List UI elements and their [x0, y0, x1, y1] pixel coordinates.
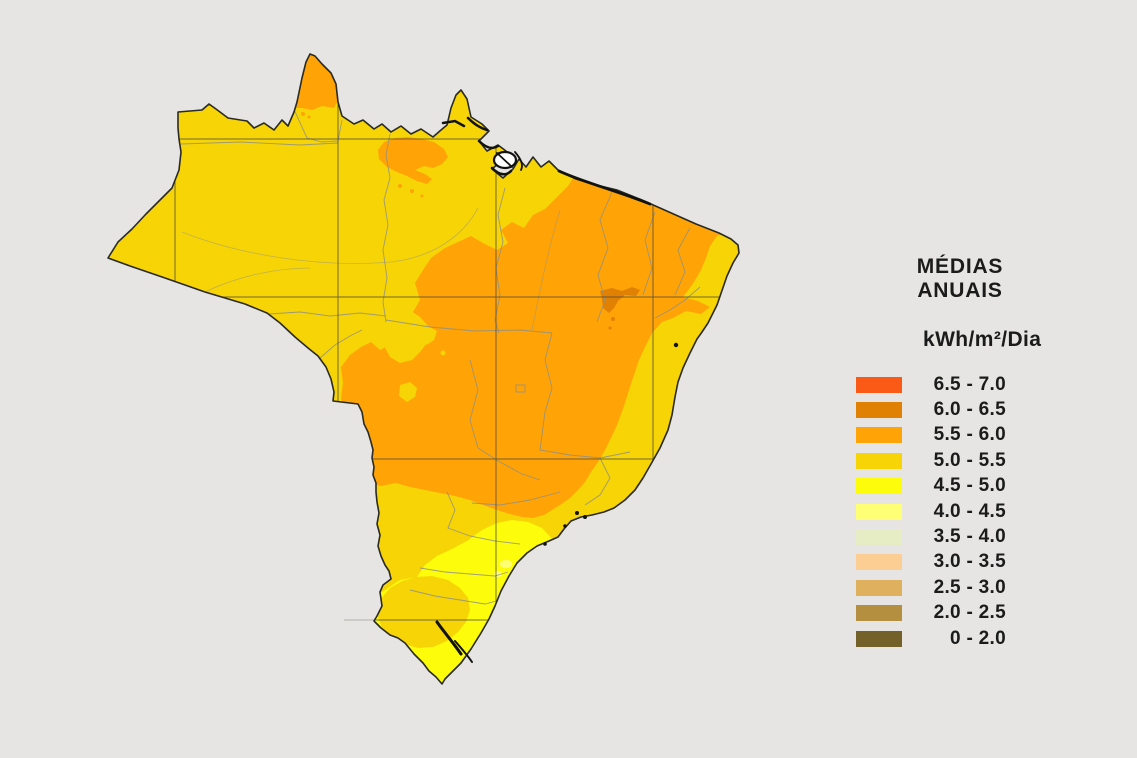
lagoa-dos-patos: [435, 620, 463, 656]
legend-row: 2.5 - 3.0: [856, 575, 1006, 600]
legend-list: 6.5 - 7.0 6.0 - 6.5 5.5 - 6.0 5.0 - 5.5 …: [856, 372, 1006, 651]
legend-row: 3.0 - 3.5: [856, 550, 1006, 575]
legend-row: 3.5 - 4.0: [856, 524, 1006, 549]
legend-range-label: 6.5 - 7.0: [933, 373, 1006, 395]
zone-sao-francisco-dot: [611, 317, 615, 321]
legend-row: 0 - 2.0: [856, 626, 1006, 651]
zone-roraima-5_5-6_0: [292, 54, 338, 110]
legend-color-swatch: [856, 478, 902, 495]
legend-range-label: 3.5 - 4.0: [933, 526, 1006, 548]
legend-range-label: 0 - 2.0: [950, 627, 1006, 649]
legend-row: 5.5 - 6.0: [856, 423, 1006, 448]
legend-row: 6.5 - 7.0: [856, 372, 1006, 397]
legend-color-swatch: [856, 630, 902, 647]
legend-range-label: 3.0 - 3.5: [933, 551, 1006, 573]
legend-row: 2.0 - 2.5: [856, 601, 1006, 626]
country-outline: [107, 53, 740, 685]
legend-range-label: 2.5 - 3.0: [933, 576, 1006, 598]
legend-color-swatch: [856, 554, 902, 571]
salvador-bay-dot: [673, 342, 679, 348]
legend-row: 4.5 - 5.0: [856, 474, 1006, 499]
legend-range-label: 5.5 - 6.0: [933, 424, 1006, 446]
legend-color-swatch: [856, 376, 902, 393]
zone-central-northeast-5_5-6_0: [341, 175, 728, 518]
zone-sao-francisco-6_0-6_5: [600, 287, 640, 313]
legend-row: 4.0 - 4.5: [856, 499, 1006, 524]
state-boundaries: [180, 106, 701, 605]
zone-north-para-dot: [410, 189, 414, 193]
legend-row: 5.0 - 5.5: [856, 448, 1006, 473]
legend-color-swatch: [856, 452, 902, 469]
legend-color-swatch: [856, 427, 902, 444]
legend-range-label: 5.0 - 5.5: [933, 449, 1006, 471]
legend-color-swatch: [856, 605, 902, 622]
rio-bay-dot: [583, 515, 587, 519]
zone-hole-dot: [440, 350, 446, 356]
legend-title-line2: ANUAIS: [917, 279, 1003, 302]
legend-range-label: 4.0 - 4.5: [933, 500, 1006, 522]
zone-rio-grande-interior-5_0-5_5: [378, 576, 470, 648]
amazon-mouth-channels: [441, 116, 513, 176]
zone-roraima-dot: [301, 112, 305, 116]
legend-title: MÉDIAS ANUAIS: [855, 255, 1065, 303]
legend-row: 6.0 - 6.5: [856, 397, 1006, 422]
water-features: [435, 116, 679, 663]
zone-north-para-dot: [398, 184, 402, 188]
legend-color-swatch: [856, 503, 902, 520]
legend-range-label: 6.0 - 6.5: [933, 399, 1006, 421]
legend-color-swatch: [856, 402, 902, 419]
legend-title-line1: MÉDIAS: [916, 255, 1004, 278]
north-coast-thick: [557, 169, 652, 206]
zone-north-para-5_5-6_0: [378, 137, 448, 184]
legend-range-label: 2.0 - 2.5: [933, 602, 1006, 624]
lagoa-mirim: [454, 640, 473, 663]
legend-unit: kWh/m²/Dia: [923, 328, 1042, 351]
zone-north-para-dot: [420, 194, 424, 198]
zone-roraima-dot: [307, 115, 311, 119]
zone-hole-mato-grosso-2: [399, 382, 417, 402]
rio-bay-dot: [575, 511, 579, 515]
santos-dot: [563, 524, 567, 528]
legend-range-label: 4.5 - 5.0: [933, 475, 1006, 497]
legend-color-swatch: [856, 529, 902, 546]
legend-color-swatch: [856, 579, 902, 596]
zone-sao-francisco-dot: [608, 326, 612, 330]
zone-parana-west-5_0-5_5: [378, 526, 434, 581]
zone-sc-coast-4_0-4_5: [500, 560, 512, 568]
rivers: [181, 207, 561, 331]
santos-dot: [543, 542, 547, 546]
marajo-channel: [496, 151, 523, 171]
zone-hole-mato-grosso-1: [384, 326, 427, 363]
